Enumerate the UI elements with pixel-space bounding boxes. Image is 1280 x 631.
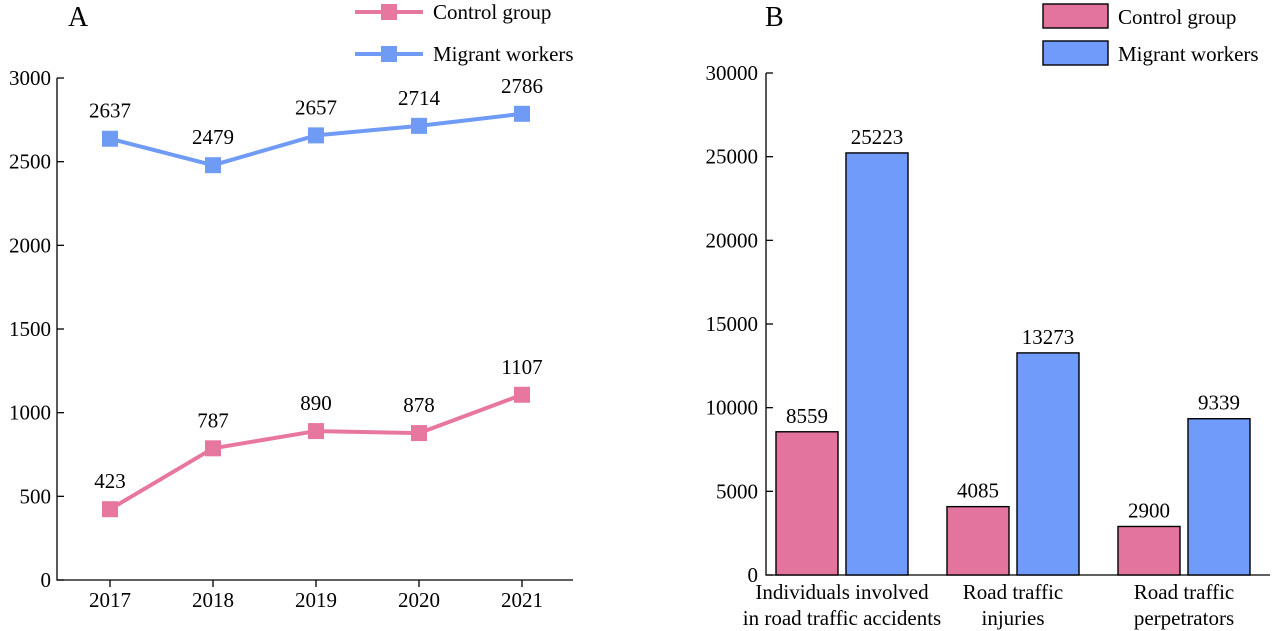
data-label: 9339 <box>1198 391 1240 415</box>
x-tick-label: 2021 <box>501 588 543 612</box>
panel-b-legend: Control group Migrant workers <box>1042 3 1259 66</box>
data-point-marker <box>308 127 324 144</box>
panel-b-bar-chart: B 0 5000 10000 15000 20000 25000 30000 Individ… <box>706 2 1270 630</box>
panel-b-y-axis: 0 5000 10000 15000 20000 25000 30000 <box>706 61 773 587</box>
data-label: 2479 <box>192 125 234 149</box>
category-label: Road traffic <box>1134 580 1235 604</box>
data-point-marker <box>411 425 427 442</box>
y-tick-label: 20000 <box>706 228 759 252</box>
data-label: 2657 <box>295 95 337 119</box>
panel-a-axes <box>56 78 573 581</box>
panel-b-label: B <box>765 2 784 33</box>
x-tick-label: 2017 <box>89 588 131 612</box>
panel-a-legend: Control group Migrant workers <box>355 0 574 66</box>
y-tick-label: 0 <box>41 568 52 592</box>
legend-swatch <box>1042 3 1109 29</box>
category-label: injuries <box>982 606 1045 630</box>
data-label: 2786 <box>501 74 543 98</box>
category-label: in road traffic accidents <box>743 606 941 630</box>
y-tick-label: 30000 <box>706 61 759 85</box>
panel-a-y-axis: 0 500 1000 1500 2000 2500 3000 <box>9 66 64 592</box>
panel-b-bars: 8559 25223 4085 13273 2900 9339 <box>775 125 1251 576</box>
legend-marker <box>381 4 397 20</box>
bar <box>946 505 1010 576</box>
y-tick-label: 1500 <box>9 317 51 341</box>
data-label: 2637 <box>89 99 131 123</box>
data-label: 787 <box>197 408 229 432</box>
data-label: 1107 <box>501 355 542 379</box>
category-label: perpetrators <box>1134 606 1234 630</box>
bar <box>775 431 839 576</box>
data-point-marker <box>308 423 324 440</box>
y-tick-label: 10000 <box>706 396 759 420</box>
y-tick-label: 25000 <box>706 145 759 169</box>
x-tick-label: 2019 <box>295 588 337 612</box>
data-point-marker <box>514 386 530 403</box>
data-label: 423 <box>94 469 126 493</box>
panel-a-label: A <box>68 2 89 33</box>
category-label: Road traffic <box>963 580 1064 604</box>
bar <box>1187 418 1251 576</box>
data-point-marker <box>514 105 530 122</box>
data-point-marker <box>102 130 118 147</box>
data-point-marker <box>411 117 427 134</box>
data-label: 13273 <box>1022 325 1075 349</box>
bar <box>1016 352 1080 576</box>
y-tick-label: 2500 <box>9 150 51 174</box>
y-tick-label: 2000 <box>9 233 51 257</box>
y-tick-label: 15000 <box>706 312 759 336</box>
bar <box>845 152 909 576</box>
data-label: 878 <box>403 393 435 417</box>
data-label: 2714 <box>398 86 441 110</box>
data-point-marker <box>205 157 221 174</box>
legend-marker <box>381 46 397 62</box>
data-label: 4085 <box>957 479 999 503</box>
y-tick-label: 3000 <box>9 66 51 90</box>
data-label: 25223 <box>851 125 904 149</box>
data-label: 2900 <box>1128 498 1170 522</box>
data-label: 8559 <box>786 404 828 428</box>
data-label: 890 <box>300 391 332 415</box>
legend-label: Control group <box>433 0 551 24</box>
category-label: Individuals involved <box>755 580 929 604</box>
x-tick-label: 2018 <box>192 588 234 612</box>
legend-label: Migrant workers <box>1118 42 1259 66</box>
y-tick-label: 1000 <box>9 401 51 425</box>
panel-a-x-axis: 2017 2018 2019 2020 2021 <box>89 580 543 612</box>
data-point-marker <box>205 440 221 457</box>
data-point-marker <box>102 501 118 518</box>
y-tick-label: 5000 <box>716 479 758 503</box>
x-tick-label: 2020 <box>398 588 440 612</box>
legend-swatch <box>1042 40 1109 66</box>
bar <box>1117 525 1181 576</box>
y-tick-label: 0 <box>748 563 759 587</box>
y-tick-label: 500 <box>20 484 52 508</box>
panel-a-series: 423 787 890 878 1107 2637 2479 2657 2714 2786 <box>89 74 543 518</box>
legend-label: Control group <box>1118 5 1236 29</box>
legend-label: Migrant workers <box>433 42 574 66</box>
